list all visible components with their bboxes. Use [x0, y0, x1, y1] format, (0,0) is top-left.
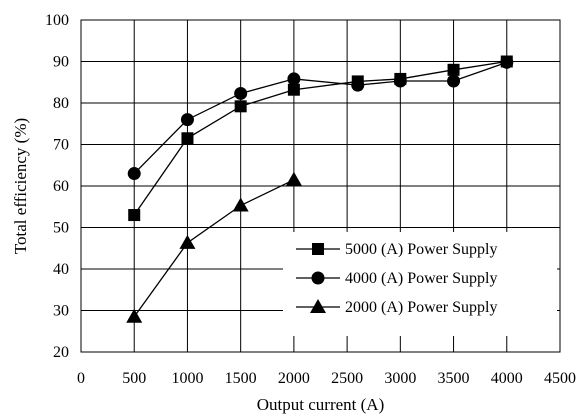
x-tick-label: 3500 — [438, 370, 470, 387]
data-point-square — [287, 83, 300, 96]
x-tick-label: 2500 — [331, 370, 363, 387]
y-tick-label: 30 — [53, 303, 69, 320]
data-point-triangle — [126, 308, 143, 323]
x-tick-label: 0 — [77, 370, 85, 387]
x-tick-label: 500 — [122, 370, 146, 387]
data-point-circle — [180, 113, 194, 127]
y-tick-label: 100 — [45, 12, 69, 29]
x-axis-ticks: 0 500 1000 1500 2000 2500 3000 3500 4000 4500 — [77, 370, 576, 387]
data-point-triangle — [285, 171, 302, 186]
data-point-triangle — [179, 234, 196, 249]
x-tick-label: 3000 — [384, 370, 416, 387]
series-line-circle — [133, 61, 507, 175]
x-tick-label: 4500 — [544, 370, 576, 387]
data-point-circle — [393, 74, 407, 88]
legend-marker-square — [312, 243, 324, 255]
y-tick-label: 40 — [53, 261, 69, 278]
data-point-circle — [447, 74, 461, 88]
x-tick-label: 4000 — [491, 370, 523, 387]
legend-marker-circle — [311, 271, 325, 285]
y-axis-ticks: 20 30 40 50 60 70 80 90 100 — [45, 12, 69, 361]
series-triangle — [126, 171, 302, 323]
data-point-triangle — [232, 197, 249, 212]
data-point-square — [181, 132, 194, 145]
y-tick-label: 80 — [53, 95, 69, 112]
series-line-square — [133, 60, 507, 216]
y-tick-label: 70 — [53, 137, 69, 154]
x-tick-label: 2000 — [278, 370, 310, 387]
series-layer — [126, 55, 514, 323]
legend-item-square: 5000 (A) Power Supply — [296, 241, 497, 258]
y-tick-label: 20 — [53, 344, 69, 361]
legend-label: 2000 (A) Power Supply — [345, 299, 497, 316]
data-point-circle — [500, 55, 514, 69]
legend: 5000 (A) Power Supply 4000 (A) Power Supp… — [283, 232, 557, 336]
plot-area — [80, 19, 561, 353]
data-point-circle — [351, 78, 365, 92]
y-axis-label: Total efficiency (%) — [11, 118, 30, 254]
data-point-circle — [234, 86, 248, 100]
data-point-square — [128, 209, 141, 222]
data-point-square — [447, 63, 460, 76]
legend-marker-triangle — [310, 299, 326, 313]
legend-item-triangle: 2000 (A) Power Supply — [296, 299, 497, 316]
x-tick-label: 1500 — [225, 370, 257, 387]
legend-item-circle: 4000 (A) Power Supply — [296, 270, 497, 287]
series-line-triangle — [133, 179, 295, 318]
series-circle — [127, 55, 514, 181]
x-tick-label: 1000 — [171, 370, 203, 387]
legend-label: 4000 (A) Power Supply — [345, 270, 497, 287]
y-tick-label: 90 — [53, 54, 69, 71]
y-tick-label: 60 — [53, 178, 69, 195]
x-axis-label: Output current (A) — [257, 395, 384, 414]
data-point-circle — [287, 72, 301, 86]
data-point-circle — [127, 167, 141, 181]
data-point-square — [234, 100, 247, 113]
legend-label: 5000 (A) Power Supply — [345, 241, 497, 258]
y-tick-label: 50 — [53, 220, 69, 237]
